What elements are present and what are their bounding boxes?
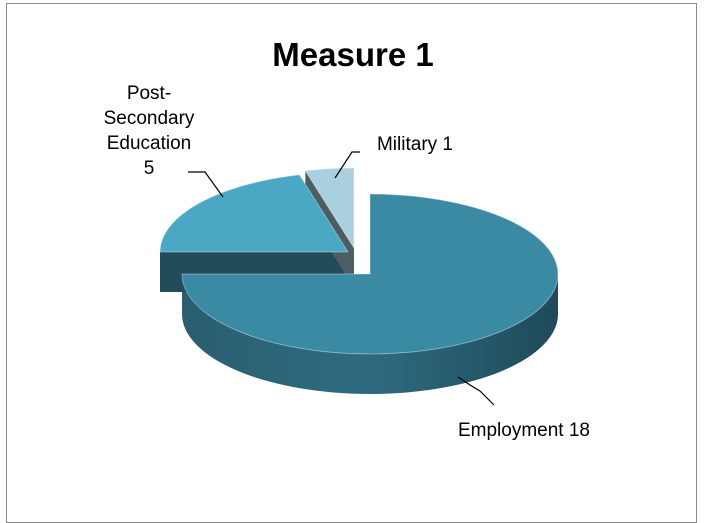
data-label: Secondary [104,108,195,129]
pie-slice-employment [181,193,559,355]
leader-line [334,151,360,179]
pie-slice-side [182,274,558,394]
data-label: Military 1 [377,134,453,155]
data-label: Education [107,133,192,154]
data-label: 5 [144,158,155,179]
data-label: Post- [127,83,171,104]
leader-line [457,376,495,406]
leader-line [188,171,224,198]
data-label: Employment 18 [458,420,590,441]
pie-slice-military [304,167,355,250]
pie-slice-post-secondary-education [159,174,349,253]
chart-title: Measure 1 [272,36,434,73]
